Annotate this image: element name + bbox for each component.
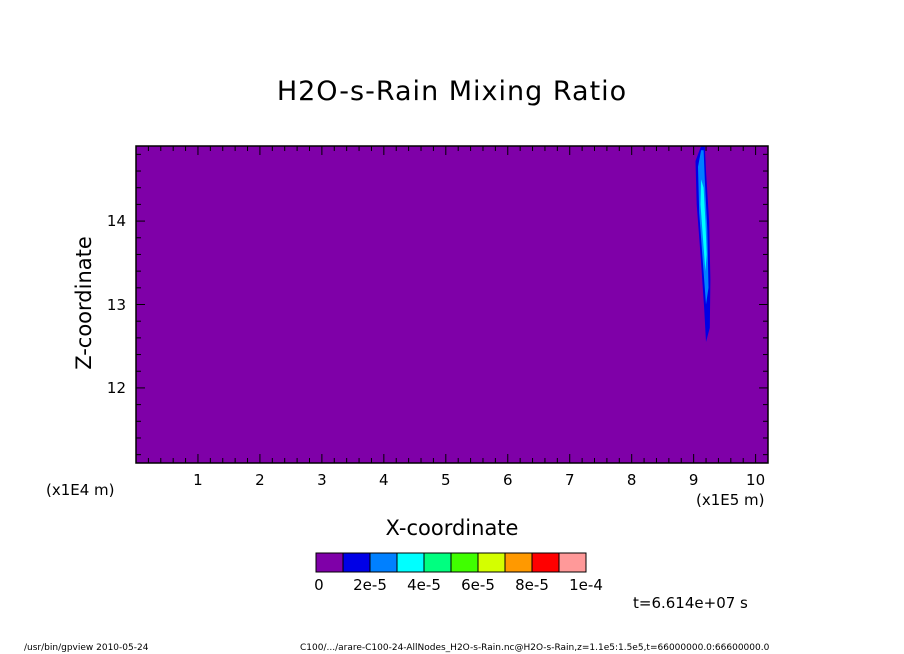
y-axis-title: Z-coordinate (72, 236, 96, 370)
colorbar (315, 552, 587, 573)
x-tick-label: 3 (317, 471, 327, 489)
colorbar-swatch (504, 552, 533, 573)
colorbar-swatch (477, 552, 506, 573)
x-tick-label: 8 (626, 471, 637, 489)
axis-ticks (135, 146, 769, 463)
x-tick-label: 4 (379, 471, 389, 489)
colorbar-swatch (315, 552, 344, 573)
y-tick-label: 14 (106, 212, 126, 231)
x-multiplier-label: (x1E5 m) (696, 491, 765, 509)
colorbar-swatch (558, 552, 587, 573)
time-label: t=6.614e+07 s (633, 594, 748, 612)
colorbar-swatch (423, 552, 452, 573)
colorbar-swatch (342, 552, 371, 573)
x-tick-label: 10 (746, 471, 766, 489)
y-multiplier-label: (x1E4 m) (46, 481, 115, 499)
footer-right: C100/.../arare-C100-24-AllNodes_H2O-s-Ra… (300, 643, 770, 653)
footer-left: /usr/bin/gpview 2010-05-24 (24, 643, 149, 653)
colorbar-label: 0 (314, 576, 324, 594)
colorbar-label: 8e-5 (515, 576, 549, 594)
colorbar-label: 2e-5 (353, 576, 387, 594)
y-tick-label: 13 (106, 295, 126, 314)
x-tick-label: 2 (255, 471, 265, 489)
x-tick-label: 6 (502, 471, 513, 489)
x-tick-label: 1 (193, 471, 203, 489)
x-tick-label: 7 (564, 471, 575, 489)
colorbar-label: 6e-5 (461, 576, 495, 594)
plume-core (700, 179, 707, 272)
background-level (136, 146, 768, 463)
y-tick-label: 12 (106, 378, 126, 397)
x-axis-title: X-coordinate (385, 516, 519, 540)
chart-title: H2O-s-Rain Mixing Ratio (276, 76, 628, 107)
colorbar-swatch (396, 552, 425, 573)
colorbar-label: 1e-4 (569, 576, 603, 594)
colorbar-swatch (531, 552, 560, 573)
plot-frame (135, 145, 769, 464)
x-tick-label: 9 (688, 471, 699, 489)
plot-area (136, 146, 768, 463)
colorbar-swatch (369, 552, 398, 573)
rain-plume (695, 146, 711, 342)
x-tick-label: 5 (441, 471, 451, 489)
colorbar-swatch (450, 552, 479, 573)
colorbar-label: 4e-5 (407, 576, 441, 594)
